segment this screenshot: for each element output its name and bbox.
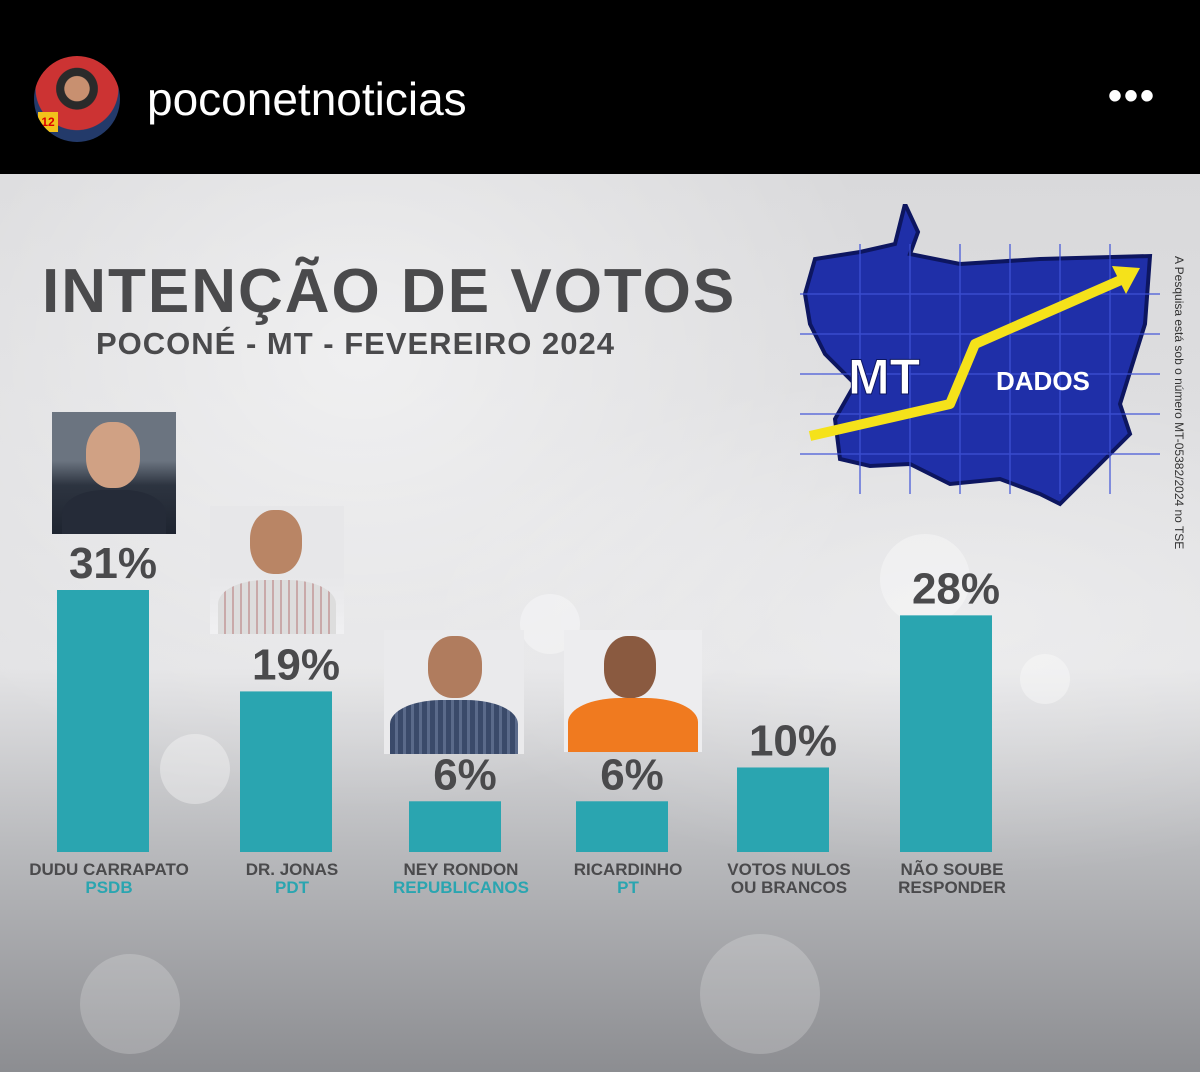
party-label-3: PT [617,878,639,897]
poll-graphic: INTENÇÃO DE VOTOS POCONÉ - MT - FEVEREIR… [0,174,1200,1072]
logo-sub-text: DADOS [996,366,1090,396]
avatar-badge: 12 [38,112,58,132]
bar-3 [576,801,668,852]
category-label-5-line-0: NÃO SOUBE [901,859,1004,879]
bar-0 [57,590,149,852]
value-label-0: 31% [69,539,157,588]
value-label-2: 6% [433,750,497,799]
category-label-0: DUDU CARRAPATO [29,860,189,879]
bar-5 [900,615,992,852]
value-label-3: 6% [600,750,664,799]
logo-main-text: MT [848,349,920,405]
bar-2 [409,801,501,852]
category-label-3: RICARDINHO [574,860,683,879]
growth-arrow-icon [808,271,1133,441]
mt-dados-logo: MT DADOS [800,204,1160,507]
party-label-0: PSDB [85,878,132,897]
category-label-4-line-1: OU BRANCOS [731,878,847,897]
party-label-1: PDT [275,878,310,897]
category-label-2: NEY RONDON [404,860,519,879]
more-horizontal-icon[interactable]: ••• [1108,74,1157,118]
value-label-1: 19% [252,640,340,689]
category-label-1: DR. JONAS [246,860,339,879]
party-label-2: REPUBLICANOS [393,878,529,897]
value-label-4: 10% [749,716,837,765]
bar-1 [240,691,332,852]
bar-4 [737,767,829,852]
value-label-5: 28% [912,564,1000,613]
instagram-header: 12 poconetnoticias ••• [0,0,1200,174]
mt-map-shape [802,204,1153,507]
profile-username[interactable]: poconetnoticias [147,73,467,125]
candidate-photo-jonas [210,506,344,634]
candidate-photo-ney [384,630,524,754]
chart-title: INTENÇÃO DE VOTOS [42,257,737,326]
category-label-5-line-1: RESPONDER [898,878,1006,897]
candidate-photo-dudu [52,412,176,534]
category-label-4-line-0: VOTOS NULOS [727,860,850,879]
chart-subtitle: POCONÉ - MT - FEVEREIRO 2024 [96,326,615,361]
candidate-photo-ricardinho [564,630,702,752]
profile-avatar[interactable]: 12 [34,56,120,142]
